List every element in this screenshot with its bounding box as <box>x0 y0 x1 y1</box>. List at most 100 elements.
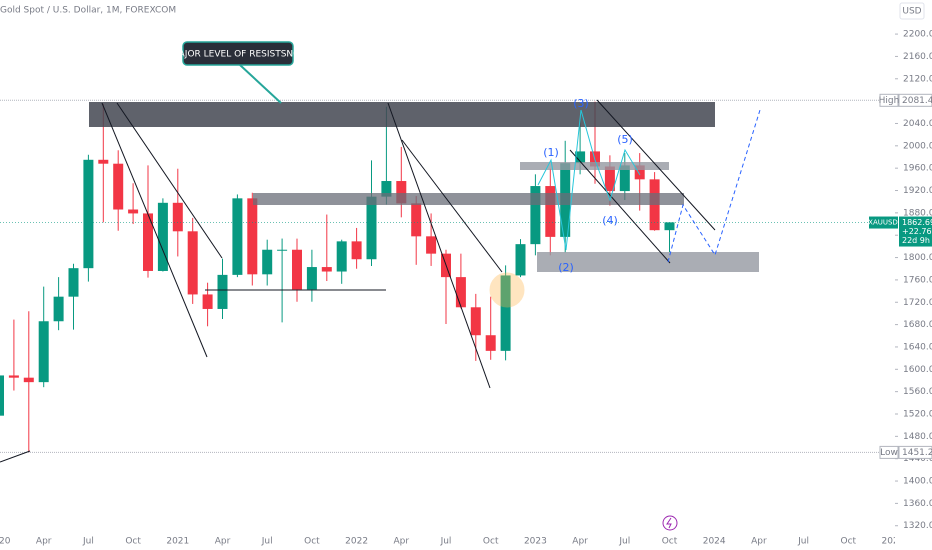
symbol: XAUUSD <box>868 219 898 227</box>
x-tick-label: Oct <box>841 537 857 547</box>
y-tick-label: 1720.00 <box>903 298 932 308</box>
currency: USD <box>902 7 921 17</box>
candle-body <box>575 151 586 164</box>
y-tick-label: 1760.00 <box>903 275 932 285</box>
wave-label: (2) <box>558 261 574 274</box>
candle-body <box>306 267 317 290</box>
high-tag-label: High <box>879 96 900 106</box>
candle-body <box>202 294 213 309</box>
y-tick-label: 1400.00 <box>903 477 932 487</box>
candle-body <box>143 213 153 271</box>
x-tick-label: Oct <box>125 537 141 547</box>
candle-body <box>68 268 79 297</box>
y-tick-label: 1560.00 <box>903 387 932 397</box>
x-tick-label: Jul <box>440 537 452 547</box>
candle-body <box>98 159 109 164</box>
candle-body <box>485 335 496 351</box>
candle-body <box>366 196 377 260</box>
x-tick-label: Jul <box>82 537 94 547</box>
price-tag <box>899 216 932 247</box>
channel-line <box>101 102 208 358</box>
y-tick-label: 1320.00 <box>903 521 932 531</box>
y-tick-label: 2160.00 <box>903 52 932 62</box>
x-tick-label: Jul <box>261 537 273 547</box>
x-tick-label: 2022 <box>345 537 368 547</box>
candle-body <box>53 296 64 322</box>
x-tick-label: 2025 <box>882 537 905 547</box>
candle-body <box>500 275 511 351</box>
low-tag-label: Low <box>880 448 898 458</box>
low-price-tag <box>898 445 932 459</box>
candle-body <box>232 198 243 275</box>
zone <box>253 193 684 205</box>
y-tick-label: 1640.00 <box>903 342 932 352</box>
callout <box>182 41 294 66</box>
y-tick-label: 1680.00 <box>903 320 932 330</box>
event-icon <box>666 517 672 529</box>
currency-button[interactable] <box>899 2 925 20</box>
x-tick-label: Oct <box>662 537 678 547</box>
candle-body <box>381 181 392 197</box>
projection <box>667 109 761 263</box>
x-tick-label: Oct <box>483 537 499 547</box>
candle-body <box>262 249 273 275</box>
support-zone <box>537 252 759 272</box>
chart-title: Gold Spot / U.S. Dollar, 1M, FOREXCOM <box>0 6 176 16</box>
channel-line <box>569 149 671 264</box>
event-icon[interactable] <box>662 515 678 531</box>
y-tick-label: 1480.00 <box>903 432 932 442</box>
callout-text: MAJOR LEVEL OF RESISTSNCE <box>171 50 306 60</box>
candle-body <box>634 165 645 180</box>
y-tick-label: 2120.00 <box>903 74 932 84</box>
candle-body <box>83 159 94 269</box>
y-tick-label: 2040.00 <box>903 119 932 129</box>
x-tick-label: 2023 <box>524 537 547 547</box>
candle-body <box>321 267 332 272</box>
candle-body <box>157 202 168 271</box>
y-tick-label: 2000.00 <box>903 141 932 151</box>
x-tick-label: Apr <box>36 537 52 547</box>
channel-line <box>387 102 491 389</box>
high-tag <box>879 93 899 107</box>
drawings: MAJOR LEVEL OF RESISTSNCE (1) (2) (3) (4… <box>0 41 761 531</box>
symbol-tag <box>869 216 898 229</box>
candle-body <box>515 244 526 276</box>
candle-body <box>187 231 198 295</box>
x-tick-label: Apr <box>751 537 767 547</box>
candle-body <box>172 202 183 232</box>
countdown: 22d 9h <box>902 236 930 245</box>
x-tick-label: 2024 <box>703 537 726 547</box>
x-tick-label: 2020 <box>0 537 11 547</box>
candle-body <box>247 198 258 275</box>
wave-label: (3) <box>573 97 589 110</box>
candle-body <box>619 165 630 192</box>
highlight <box>489 272 525 308</box>
low-price: 1451.27 <box>902 448 932 458</box>
candle-body <box>604 166 615 192</box>
x-tick-label: Jul <box>797 537 809 547</box>
x-tick-label: Jul <box>618 537 630 547</box>
candle-body <box>128 209 139 214</box>
plot-area: 2020 Apr Jul Oct 2021 Apr Jul Oct 2022 Apr Jul Oct 2… <box>0 99 905 547</box>
wave-label: (1) <box>543 146 559 159</box>
y-tick-label: 1520.00 <box>903 409 932 419</box>
wave-label: (4) <box>602 214 618 227</box>
candle-body <box>664 222 675 231</box>
callout-arrow <box>239 64 282 104</box>
candle-body <box>23 377 34 383</box>
x-tick-label: Oct <box>304 537 320 547</box>
last-price: 1862.69 <box>902 218 932 227</box>
candle-body <box>351 241 362 260</box>
x-tick-label: Apr <box>572 537 588 547</box>
trend-line <box>0 450 31 463</box>
y-tick-label: 1800.00 <box>903 253 932 263</box>
y-tick-label: 1600.00 <box>903 365 932 375</box>
channel-line <box>401 139 503 273</box>
y-tick-label: 1920.00 <box>903 186 932 196</box>
candle-body <box>411 203 422 237</box>
channel-line <box>596 99 716 231</box>
candle-body <box>530 186 541 245</box>
wave-label: (5) <box>617 133 633 146</box>
